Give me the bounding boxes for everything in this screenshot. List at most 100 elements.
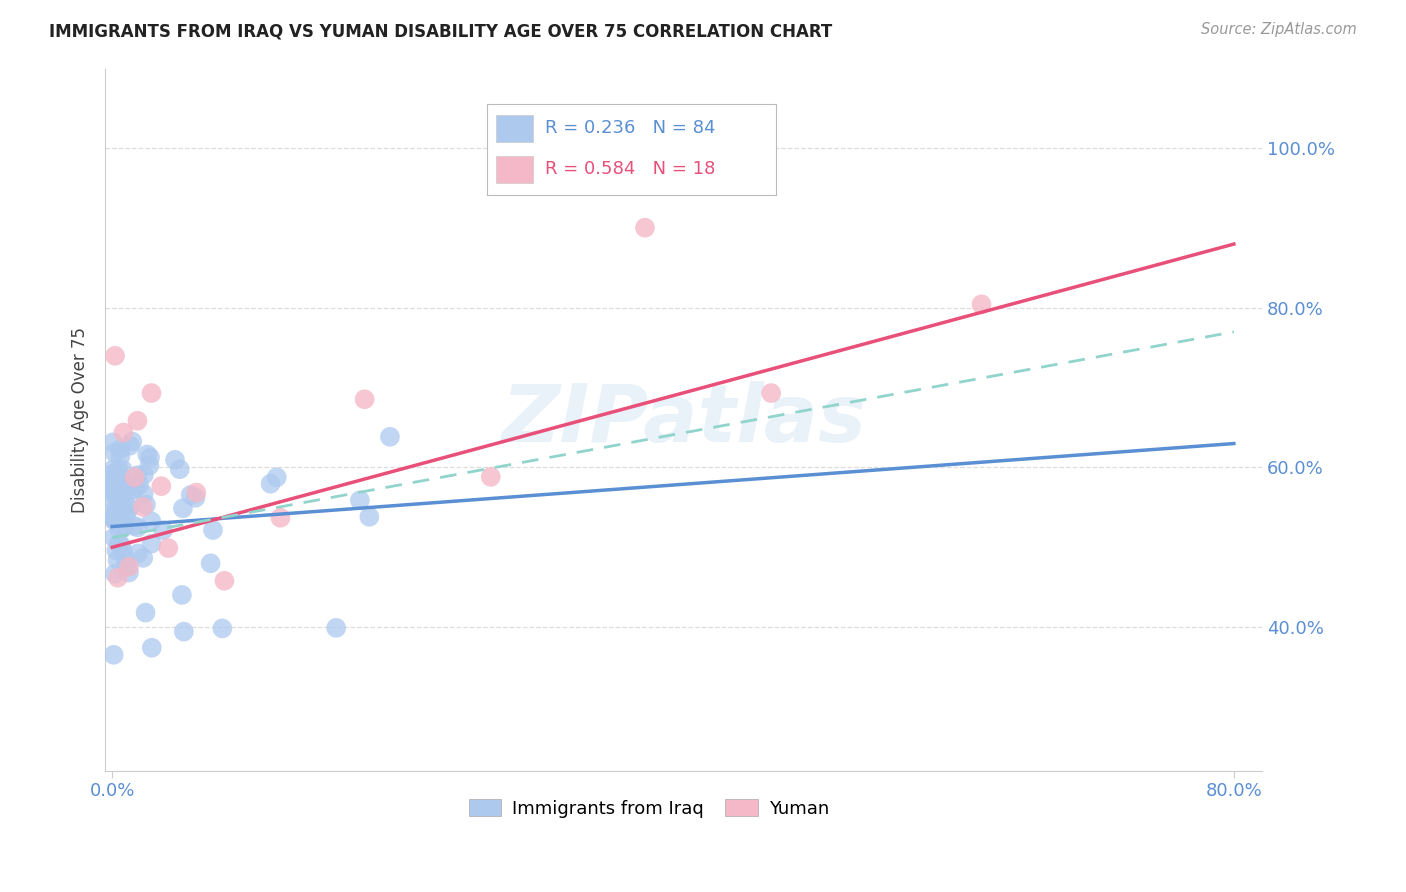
Point <box>105 468 128 483</box>
Point <box>163 452 186 467</box>
Point <box>114 550 136 565</box>
Point <box>111 486 134 500</box>
Point <box>107 571 129 585</box>
Point <box>103 531 125 545</box>
Text: Source: ZipAtlas.com: Source: ZipAtlas.com <box>1201 22 1357 37</box>
Point <box>118 559 141 574</box>
Point <box>184 491 207 505</box>
Point <box>101 479 124 493</box>
Point <box>970 297 993 311</box>
Point <box>104 472 127 486</box>
Point <box>132 500 155 514</box>
Point <box>107 536 129 550</box>
Point <box>101 495 124 509</box>
Point <box>110 538 132 552</box>
Point <box>138 458 160 473</box>
Point <box>132 550 155 565</box>
Point <box>152 523 174 537</box>
Point <box>200 557 222 571</box>
Point <box>266 470 288 484</box>
Text: ZIPatlas: ZIPatlas <box>501 381 866 458</box>
Point <box>105 485 128 500</box>
Point <box>101 480 124 494</box>
Point <box>111 484 134 499</box>
Point <box>118 483 141 498</box>
Point <box>325 621 347 635</box>
Point <box>349 493 371 508</box>
Point <box>170 588 193 602</box>
Point <box>104 508 127 522</box>
Point <box>101 435 124 450</box>
Point <box>107 553 129 567</box>
Point <box>157 541 180 555</box>
Point <box>353 392 375 407</box>
Point <box>135 606 157 620</box>
Legend: Immigrants from Iraq, Yuman: Immigrants from Iraq, Yuman <box>461 792 837 825</box>
Point <box>110 442 132 457</box>
Point <box>120 478 142 492</box>
Point <box>479 470 502 484</box>
Point <box>759 386 782 401</box>
Point <box>141 386 163 401</box>
Point <box>118 439 141 453</box>
Point <box>103 512 125 526</box>
Point <box>103 445 125 459</box>
Point <box>211 622 233 636</box>
Point <box>127 546 149 560</box>
Point <box>118 566 141 580</box>
Point <box>122 519 145 533</box>
Point <box>105 500 128 515</box>
Point <box>105 489 128 503</box>
Point <box>115 508 138 522</box>
Point <box>105 484 128 499</box>
Point <box>127 414 149 428</box>
Point <box>127 520 149 534</box>
Point <box>108 483 131 498</box>
Point <box>105 543 128 558</box>
Point <box>103 485 125 500</box>
Point <box>111 544 134 558</box>
Point <box>111 502 134 516</box>
Point <box>169 462 191 476</box>
Point <box>112 425 135 440</box>
Point <box>136 447 159 461</box>
Point <box>186 485 208 500</box>
Point <box>103 508 125 523</box>
Point <box>108 524 131 538</box>
Point <box>103 513 125 527</box>
Point <box>141 536 163 550</box>
Point <box>139 450 162 465</box>
Point <box>132 467 155 482</box>
Point <box>135 498 157 512</box>
Point <box>115 559 138 574</box>
Point <box>103 648 125 662</box>
Point <box>112 519 135 533</box>
Point <box>132 487 155 501</box>
Point <box>150 479 173 493</box>
Point <box>104 566 127 581</box>
Point <box>259 476 281 491</box>
Y-axis label: Disability Age Over 75: Disability Age Over 75 <box>72 326 89 513</box>
Point <box>110 449 132 463</box>
Point <box>201 523 224 537</box>
Point <box>128 478 150 492</box>
Point <box>127 468 149 483</box>
Point <box>124 482 146 496</box>
Point <box>173 624 195 639</box>
Point <box>172 501 194 516</box>
Point <box>103 467 125 481</box>
Point <box>378 430 401 444</box>
Point <box>110 469 132 483</box>
Text: IMMIGRANTS FROM IRAQ VS YUMAN DISABILITY AGE OVER 75 CORRELATION CHART: IMMIGRANTS FROM IRAQ VS YUMAN DISABILITY… <box>49 22 832 40</box>
Point <box>214 574 236 588</box>
Point <box>359 509 381 524</box>
Point <box>180 488 202 502</box>
Point <box>101 462 124 476</box>
Point <box>107 463 129 477</box>
Point <box>115 498 138 512</box>
Point <box>118 501 141 516</box>
Point <box>112 475 135 490</box>
Point <box>111 485 134 500</box>
Point <box>141 514 163 528</box>
Point <box>103 514 125 528</box>
